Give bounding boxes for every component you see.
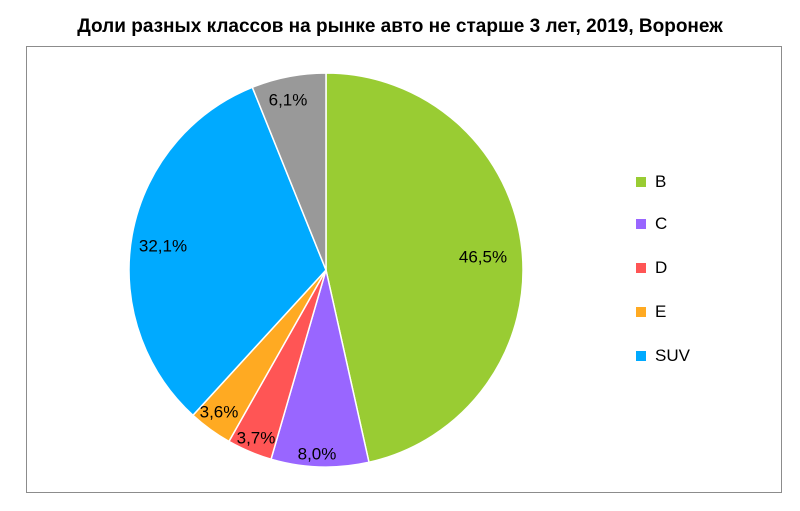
legend-swatch-d	[636, 263, 646, 273]
pie-label-d: 3,7%	[237, 428, 276, 447]
pie-label-e: 3,6%	[200, 402, 239, 421]
legend-swatch-e	[636, 307, 646, 317]
pie-label-b: 46,5%	[459, 247, 507, 266]
legend-label-c: C	[655, 214, 668, 233]
pie-label-other: 6,1%	[269, 90, 308, 109]
pie-slice-c	[270, 269, 370, 468]
pie-slice-suv	[128, 86, 327, 417]
legend-swatch-suv	[636, 351, 646, 361]
legend-swatch-c	[636, 219, 646, 229]
pie-label-suv: 32,1%	[139, 236, 187, 255]
legend-label-suv: SUV	[655, 346, 690, 365]
legend-swatch-b	[636, 177, 646, 187]
pie-slice-other	[251, 72, 327, 271]
legend-label-e: E	[655, 302, 667, 321]
legend-label-d: D	[655, 258, 668, 277]
chart-title: Доли разных классов на рынке авто не ста…	[77, 16, 723, 37]
legend-label-b: B	[655, 172, 667, 191]
pie-label-c: 8,0%	[298, 444, 337, 463]
pie-slice-b	[325, 72, 524, 464]
